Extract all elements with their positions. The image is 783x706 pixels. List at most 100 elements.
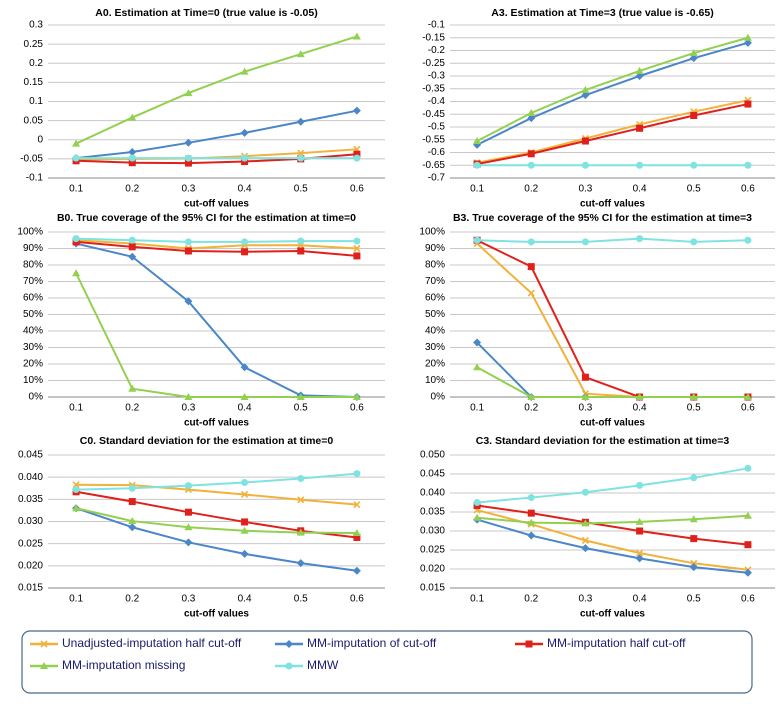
series-line — [476, 103, 749, 165]
data-point — [240, 526, 249, 534]
data-point — [744, 236, 752, 244]
series-line — [76, 239, 357, 250]
data-point — [184, 247, 192, 255]
data-point — [636, 481, 644, 489]
data-point — [128, 154, 136, 162]
legend-marker — [40, 662, 48, 669]
data-point — [527, 263, 535, 271]
y-tick-label: 60% — [23, 293, 43, 304]
x-tick-label: 0.2 — [125, 184, 139, 195]
x-axis-label: cut-off values — [580, 609, 645, 620]
data-point — [240, 67, 249, 75]
series-line — [476, 467, 749, 504]
data-point — [184, 538, 193, 547]
y-tick-label: -0.1 — [428, 20, 446, 31]
y-tick-label: -0.5 — [428, 122, 446, 133]
data-point — [527, 289, 535, 297]
data-point — [296, 117, 305, 126]
data-point — [184, 523, 193, 531]
series-line — [75, 507, 358, 572]
y-tick-label: 0.15 — [24, 77, 44, 88]
data-point — [635, 517, 644, 525]
series-line — [476, 36, 749, 142]
x-tick-label: 0.4 — [633, 403, 647, 414]
data-point — [296, 393, 305, 400]
data-point — [72, 504, 81, 512]
series-line — [476, 242, 748, 398]
data-point — [297, 237, 305, 245]
data-point — [473, 236, 481, 244]
chart-title: C3. Standard deviation for the estimatio… — [476, 435, 730, 447]
data-point — [241, 518, 249, 526]
data-point — [184, 154, 192, 162]
data-point — [744, 464, 752, 472]
y-tick-label: 0.035 — [18, 494, 43, 505]
data-point — [353, 244, 361, 253]
data-point — [353, 154, 361, 162]
series-line — [75, 242, 357, 398]
x-tick-label: 0.2 — [125, 403, 139, 414]
legend-marker — [40, 640, 48, 648]
data-point — [184, 297, 193, 306]
x-tick-label: 0.6 — [741, 184, 755, 195]
y-tick-label: 0 — [37, 134, 43, 145]
y-tick-label: 0% — [431, 392, 446, 403]
data-point — [184, 138, 193, 147]
x-tick-label: 0.3 — [578, 184, 592, 195]
data-point — [690, 535, 698, 543]
chart-title: B3. True coverage of the 95% CI for the … — [453, 212, 752, 224]
data-point — [241, 478, 249, 486]
data-point — [72, 139, 81, 147]
data-point — [581, 161, 589, 169]
y-tick-label: -0.45 — [422, 109, 445, 120]
data-point — [297, 149, 305, 157]
data-point — [353, 501, 361, 509]
x-tick-label: 0.4 — [633, 594, 647, 605]
data-point — [581, 393, 590, 400]
y-tick-label: 30% — [425, 342, 445, 353]
series-line — [75, 507, 357, 535]
y-tick-label: -0.3 — [428, 71, 446, 82]
data-point — [743, 511, 752, 519]
legend-marker — [525, 640, 533, 648]
data-point — [128, 236, 136, 244]
x-tick-label: 0.6 — [741, 403, 755, 414]
data-point — [635, 66, 644, 74]
data-point — [527, 518, 536, 526]
y-tick-label: 90% — [425, 243, 445, 254]
y-tick-label: -0.4 — [428, 96, 446, 107]
data-point — [128, 498, 136, 506]
data-point — [352, 529, 361, 537]
y-tick-label: 70% — [425, 276, 445, 287]
data-point — [635, 72, 644, 80]
x-tick-label: 0.5 — [687, 403, 701, 414]
series-line — [75, 490, 358, 539]
x-tick-label: 0.6 — [741, 594, 755, 605]
data-point — [635, 554, 644, 563]
x-tick-label: 0.2 — [524, 403, 538, 414]
data-point — [72, 269, 81, 277]
data-point — [636, 527, 644, 535]
data-point — [297, 496, 305, 504]
data-point — [72, 481, 80, 489]
data-point — [581, 373, 589, 381]
x-tick-label: 0.2 — [524, 594, 538, 605]
data-point — [581, 137, 589, 145]
series-line — [76, 483, 358, 506]
data-point — [744, 161, 752, 169]
y-tick-label: 0.040 — [420, 488, 445, 499]
y-tick-label: 0.025 — [420, 545, 445, 556]
y-tick-label: 0.1 — [29, 96, 43, 107]
data-point — [636, 124, 644, 132]
y-tick-label: 100% — [419, 227, 445, 238]
y-tick-label: 20% — [425, 359, 445, 370]
data-point — [241, 490, 249, 499]
data-point — [527, 114, 536, 123]
x-tick-label: 0.4 — [238, 594, 252, 605]
data-point — [473, 513, 482, 521]
data-point — [473, 338, 482, 347]
y-tick-label: 0.025 — [18, 538, 43, 549]
data-point — [527, 150, 535, 158]
data-point — [690, 474, 698, 482]
y-tick-label: -0.2 — [428, 45, 446, 56]
